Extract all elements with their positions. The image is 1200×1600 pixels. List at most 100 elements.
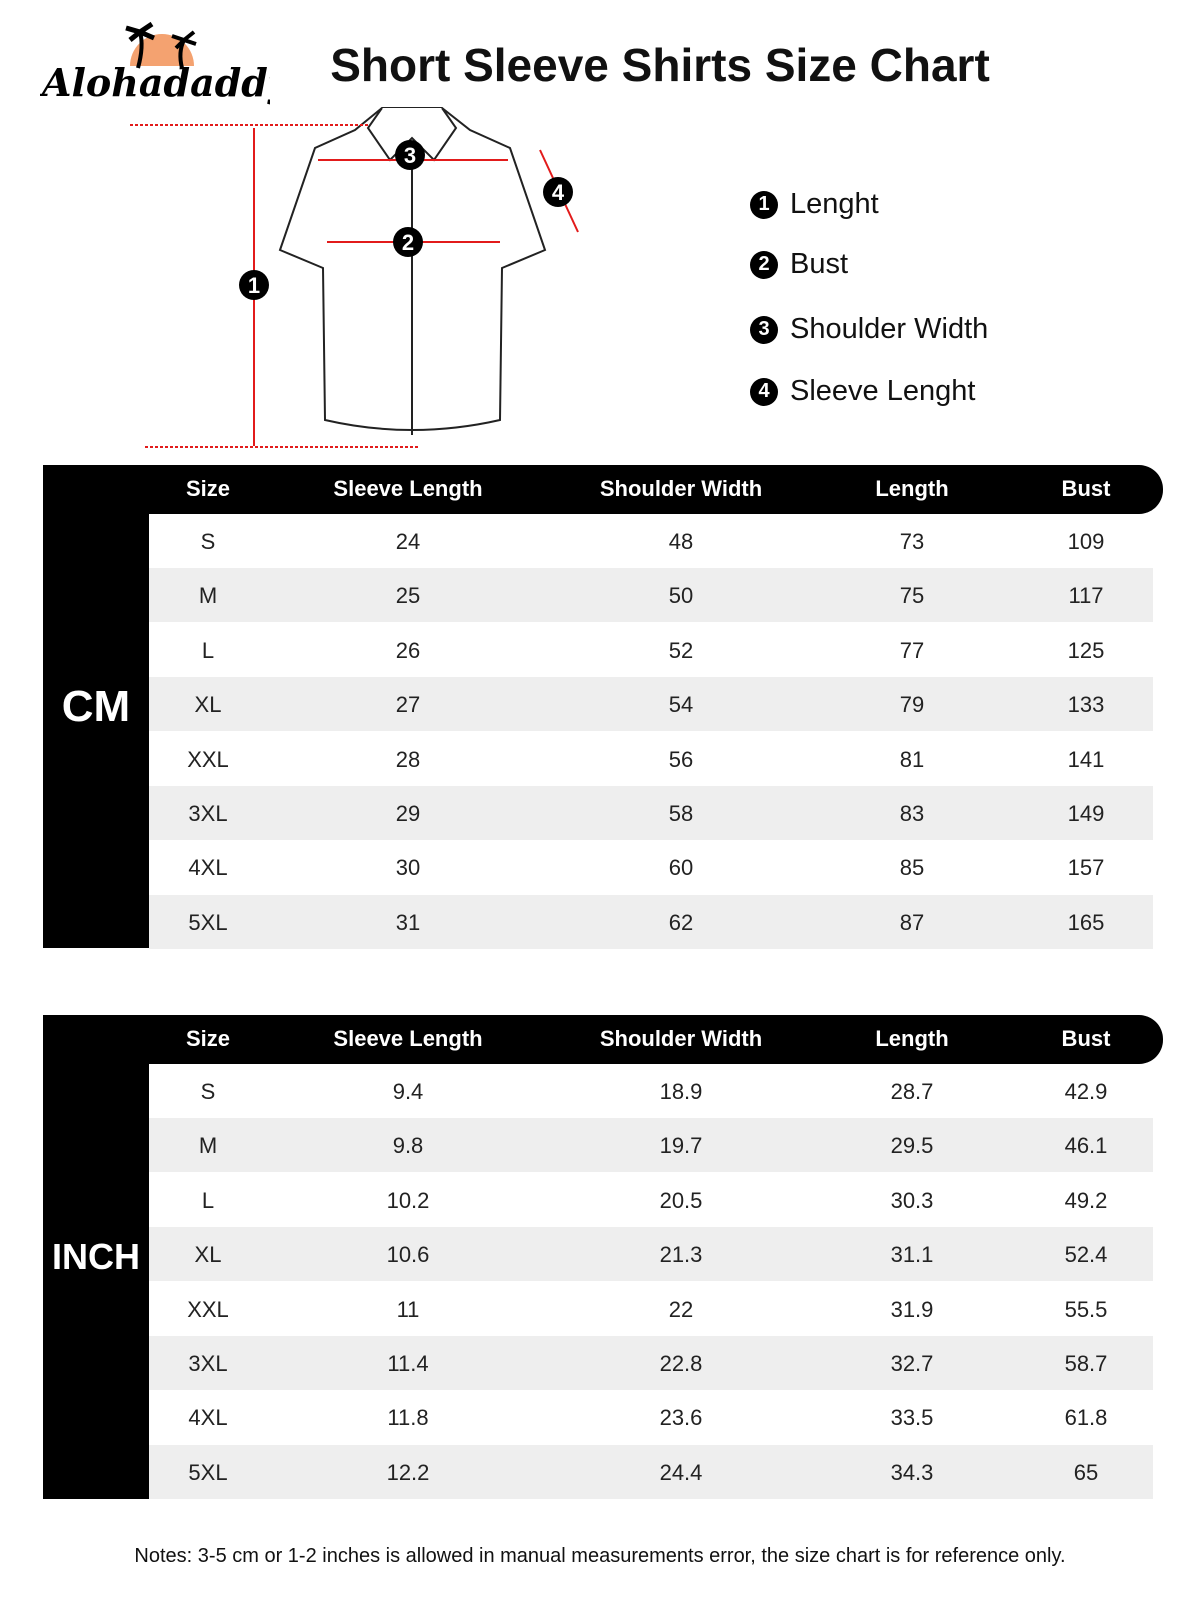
column-header: Sleeve Length	[333, 1026, 483, 1051]
table-cell: XXL	[187, 1296, 229, 1322]
table-row: S 24 48 73 109	[149, 514, 1153, 568]
table-cell: 29.5	[890, 1133, 934, 1159]
table-cell: 81	[899, 746, 925, 772]
table-cell: 54	[668, 692, 694, 718]
table-cell: 9.4	[392, 1079, 424, 1104]
table-row: 4XL 30 60 85 157	[149, 840, 1153, 894]
column-header: Bust	[1061, 1026, 1111, 1051]
column-header: Sleeve Length	[333, 476, 483, 501]
table-row: M 25 50 75 117	[149, 568, 1153, 623]
page-title: Short Sleeve Shirts Size Chart	[330, 39, 990, 91]
table-cell: XL	[194, 692, 222, 718]
table-header: Size Sleeve Length Shoulder Width Length Bus…	[43, 465, 1163, 514]
table-cell: XXL	[187, 746, 229, 772]
table-cell: 55.5	[1064, 1296, 1108, 1322]
table-cell: 24	[395, 529, 421, 554]
legend-item: 3 Shoulder Width	[750, 313, 988, 346]
legend-item: 2 Bust	[750, 248, 848, 281]
table-cell: 31	[395, 909, 421, 935]
legend-item: 1 Lenght	[750, 188, 879, 221]
table-cell: 60	[668, 855, 694, 881]
table-cell: 50	[668, 583, 694, 609]
table-cell: M	[198, 583, 218, 609]
table-cell: 30.3	[890, 1187, 934, 1213]
table-row: 3XL 29 58 83 149	[149, 786, 1153, 840]
brand-logo: Alohadaddy	[39, 16, 293, 116]
table-header: Size Sleeve Length Shoulder Width Length Bus…	[43, 1015, 1163, 1064]
table-row: 5XL 31 62 87 165	[149, 894, 1153, 949]
table-cell: 42.9	[1064, 1079, 1108, 1104]
table-cell: 28	[395, 746, 421, 772]
legend-label: Lenght	[790, 188, 879, 220]
table-row: XL 10.6 21.3 31.1 52.4	[149, 1227, 1153, 1282]
table-cell: 18.9	[659, 1079, 703, 1104]
table-cell: 65	[1073, 1459, 1099, 1485]
table-cell: 11.4	[387, 1351, 429, 1376]
table-row: L 26 52 77 125	[149, 623, 1153, 677]
table-cell: 9.8	[392, 1133, 424, 1159]
table-cell: 133	[1067, 692, 1105, 718]
table-row: S 9.4 18.9 28.7 42.9	[149, 1064, 1153, 1118]
table-cell: 85	[899, 855, 925, 881]
table-cell: 61.8	[1064, 1405, 1108, 1431]
table-cell: 48	[668, 529, 694, 554]
table-cell: 58	[668, 801, 694, 826]
notes: Notes: 3-5 cm or 1-2 inches is allowed i…	[134, 1545, 1066, 1567]
table-cell: 125	[1067, 637, 1105, 663]
table-cell: 11	[396, 1296, 420, 1322]
number-badge: 4	[750, 377, 778, 406]
table-cell: 5XL	[188, 1459, 228, 1485]
column-header: Length	[875, 1026, 949, 1051]
unit-label: CM	[43, 465, 149, 948]
table-cell: 157	[1067, 855, 1105, 881]
table-cell: 12.2	[386, 1459, 430, 1485]
table-cell: 58.7	[1064, 1351, 1108, 1376]
table-cell: S	[200, 1079, 216, 1104]
table-cell: 30	[395, 855, 421, 881]
table-cell: 22	[668, 1296, 694, 1322]
column-header: Size	[185, 476, 231, 501]
svg-text:Alohadaddy: Alohadaddy	[40, 60, 270, 105]
table-cell: 33.5	[890, 1405, 934, 1431]
table-cell: 149	[1067, 801, 1105, 826]
table-cell: 4XL	[188, 1405, 228, 1431]
table-cell: 77	[899, 637, 925, 663]
table-cell: 3XL	[188, 801, 228, 826]
table-cell: 23.6	[659, 1405, 703, 1431]
column-header: Shoulder Width	[599, 476, 763, 501]
table-cell: 87	[899, 909, 925, 935]
table-row: XXL 28 56 81 141	[149, 732, 1153, 786]
table-cell: 27	[395, 692, 421, 718]
table-cell: XL	[194, 1242, 222, 1268]
shirt-diagram: 1 2 3 4	[130, 107, 579, 448]
table-cell: 79	[899, 692, 925, 718]
table-row: L 10.2 20.5 30.3 49.2	[149, 1173, 1153, 1227]
table-cell: 19.7	[659, 1133, 703, 1159]
table-cell: 73	[899, 529, 925, 554]
table-cell: 29	[395, 801, 421, 826]
table-cell: 22.8	[659, 1351, 703, 1376]
table-cell: L	[201, 1187, 215, 1213]
table-cell: M	[198, 1133, 218, 1159]
table-cell: 24.4	[659, 1459, 703, 1485]
table-cell: 31.1	[890, 1242, 934, 1268]
inch-size-table: INCH Size Sleeve Length Shoulder Width Lengt…	[43, 1015, 1163, 1499]
table-cell: 52.4	[1064, 1242, 1108, 1268]
table-cell: 75	[899, 583, 925, 609]
table-cell: 25	[395, 583, 421, 609]
table-cell: 4XL	[188, 855, 228, 881]
table-cell: 165	[1067, 909, 1105, 935]
table-row: 5XL 12.2 24.4 34.3 65	[149, 1444, 1153, 1499]
table-cell: 20.5	[659, 1187, 703, 1213]
legend-label: Sleeve Lenght	[790, 375, 976, 407]
table-cell: 5XL	[188, 909, 228, 935]
column-header: Size	[185, 1026, 231, 1051]
table-cell: 32.7	[890, 1351, 934, 1376]
table-cell: 49.2	[1064, 1187, 1108, 1213]
table-cell: 83	[899, 801, 925, 826]
table-cell: 21.3	[659, 1242, 703, 1268]
marker-1: 1	[248, 273, 260, 298]
table-cell: 62	[668, 909, 694, 935]
table-row: XL 27 54 79 133	[149, 677, 1153, 732]
unit-label: INCH	[43, 1015, 149, 1499]
